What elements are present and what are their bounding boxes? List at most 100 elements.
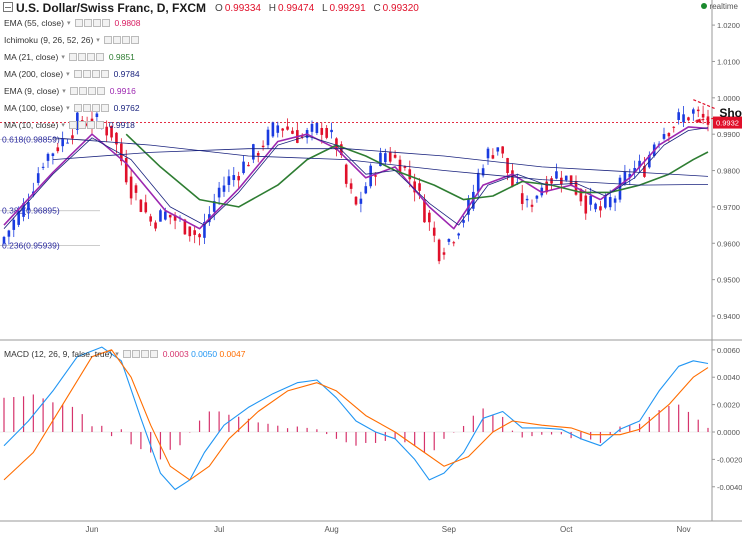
candle-body[interactable] — [12, 219, 16, 230]
candle-body[interactable] — [198, 234, 201, 238]
macd-caret-icon[interactable]: ▾ — [115, 351, 119, 358]
candle-body[interactable] — [501, 146, 504, 154]
candle-body[interactable] — [638, 160, 641, 168]
candle-body[interactable] — [452, 242, 456, 244]
candle-body[interactable] — [608, 197, 612, 208]
candle-body[interactable] — [682, 114, 685, 123]
candle-body[interactable] — [222, 185, 226, 192]
candle-body[interactable] — [159, 210, 162, 222]
indicator-label[interactable]: MA (100, close) — [4, 103, 64, 113]
candle-body[interactable] — [516, 182, 519, 184]
candle-body[interactable] — [423, 199, 426, 223]
candle-body[interactable] — [291, 130, 294, 134]
indicator-caret-icon[interactable]: ▾ — [96, 37, 100, 44]
candle-body[interactable] — [256, 153, 260, 156]
candle-body[interactable] — [667, 133, 671, 137]
indicator-buttons[interactable] — [69, 87, 106, 95]
candle-body[interactable] — [594, 203, 597, 210]
candle-body[interactable] — [227, 176, 231, 185]
indicator-buttons[interactable] — [73, 104, 110, 112]
candle-body[interactable] — [604, 195, 607, 208]
candle-body[interactable] — [22, 203, 25, 217]
indicator-label[interactable]: EMA (55, close) — [4, 18, 64, 28]
indicator-legend-row[interactable]: EMA (9, close) ▾ 0.9916 — [4, 84, 136, 98]
candle-body[interactable] — [384, 153, 387, 163]
macd-legend[interactable]: MACD (12, 26, 9, false, true) ▾ 0.0003 0… — [4, 347, 245, 361]
symbol-title[interactable]: U.S. Dollar/Swiss Franc, D, FXCM — [16, 1, 207, 15]
candle-body[interactable] — [344, 164, 348, 184]
candle-body[interactable] — [286, 126, 289, 130]
indicator-caret-icon[interactable]: ▾ — [67, 20, 71, 27]
candle-body[interactable] — [481, 168, 485, 176]
candle-body[interactable] — [61, 138, 64, 147]
candle-body[interactable] — [76, 112, 79, 130]
candle-body[interactable] — [457, 233, 460, 236]
indicator-buttons[interactable] — [73, 70, 110, 78]
candle-body[interactable] — [51, 153, 55, 156]
candle-body[interactable] — [247, 164, 250, 167]
candle-body[interactable] — [613, 198, 617, 203]
candle-body[interactable] — [349, 183, 353, 189]
candle-body[interactable] — [320, 128, 324, 135]
candle-body[interactable] — [584, 195, 588, 214]
candle-body[interactable] — [476, 172, 480, 192]
candle-body[interactable] — [696, 109, 700, 112]
indicator-legend-row[interactable]: Ichimoku (9, 26, 52, 26) ▾ — [4, 33, 144, 47]
macd-legend-label[interactable]: MACD (12, 26, 9, false, true) — [4, 349, 113, 359]
candle-body[interactable] — [217, 187, 221, 198]
candle-body[interactable] — [550, 178, 553, 184]
candle-body[interactable] — [374, 175, 377, 177]
indicator-label[interactable]: Ichimoku (9, 26, 52, 26) — [4, 35, 94, 45]
candle-body[interactable] — [442, 252, 446, 255]
candle-body[interactable] — [393, 154, 397, 158]
candle-body[interactable] — [379, 152, 382, 167]
candle-body[interactable] — [687, 117, 690, 121]
indicator-label[interactable]: MA (10, close) — [4, 120, 59, 130]
indicator-caret-icon[interactable]: ▾ — [66, 71, 70, 78]
candle-body[interactable] — [56, 147, 60, 152]
candle-body[interactable] — [300, 136, 304, 138]
candle-body[interactable] — [506, 158, 509, 173]
indicator-caret-icon[interactable]: ▾ — [62, 88, 66, 95]
candle-body[interactable] — [437, 239, 441, 262]
candle-body[interactable] — [643, 166, 646, 177]
candle-body[interactable] — [105, 126, 108, 136]
candle-body[interactable] — [413, 181, 416, 193]
candle-body[interactable] — [261, 145, 265, 148]
candle-body[interactable] — [41, 166, 45, 168]
candle-body[interactable] — [599, 206, 602, 211]
candle-body[interactable] — [418, 183, 421, 191]
candle-body[interactable] — [124, 158, 128, 183]
candle-body[interactable] — [428, 212, 431, 223]
indicator-label[interactable]: MA (200, close) — [4, 69, 64, 79]
candle-body[interactable] — [628, 173, 632, 178]
candle-body[interactable] — [486, 148, 490, 159]
candle-body[interactable] — [535, 195, 539, 199]
candle-body[interactable] — [242, 161, 245, 174]
candle-body[interactable] — [17, 210, 20, 225]
candle-body[interactable] — [71, 135, 74, 139]
indicator-legend-row[interactable]: EMA (55, close) ▾ 0.9808 — [4, 16, 141, 30]
candle-body[interactable] — [701, 113, 705, 118]
candle-body[interactable] — [134, 185, 138, 193]
macd-legend-buttons[interactable] — [122, 350, 159, 358]
candle-body[interactable] — [662, 134, 666, 139]
candle-body[interactable] — [364, 186, 368, 194]
indicator-caret-icon[interactable]: ▾ — [66, 105, 70, 112]
candle-body[interactable] — [115, 132, 118, 145]
candle-body[interactable] — [633, 167, 636, 173]
candle-body[interactable] — [271, 122, 275, 137]
candle-body[interactable] — [388, 152, 392, 162]
candle-body[interactable] — [232, 175, 236, 181]
candle-body[interactable] — [139, 199, 143, 212]
candle-body[interactable] — [212, 201, 216, 212]
candle-body[interactable] — [706, 116, 710, 125]
indicator-legend-row[interactable]: MA (21, close) ▾ 0.9851 — [4, 50, 135, 64]
indicator-legend-row[interactable]: MA (100, close) ▾ 0.9762 — [4, 101, 140, 115]
candle-body[interactable] — [315, 123, 319, 134]
candle-body[interactable] — [672, 126, 676, 128]
candle-body[interactable] — [398, 159, 402, 175]
candle-body[interactable] — [66, 142, 69, 144]
candle-body[interactable] — [27, 202, 30, 211]
candle-body[interactable] — [520, 193, 524, 204]
